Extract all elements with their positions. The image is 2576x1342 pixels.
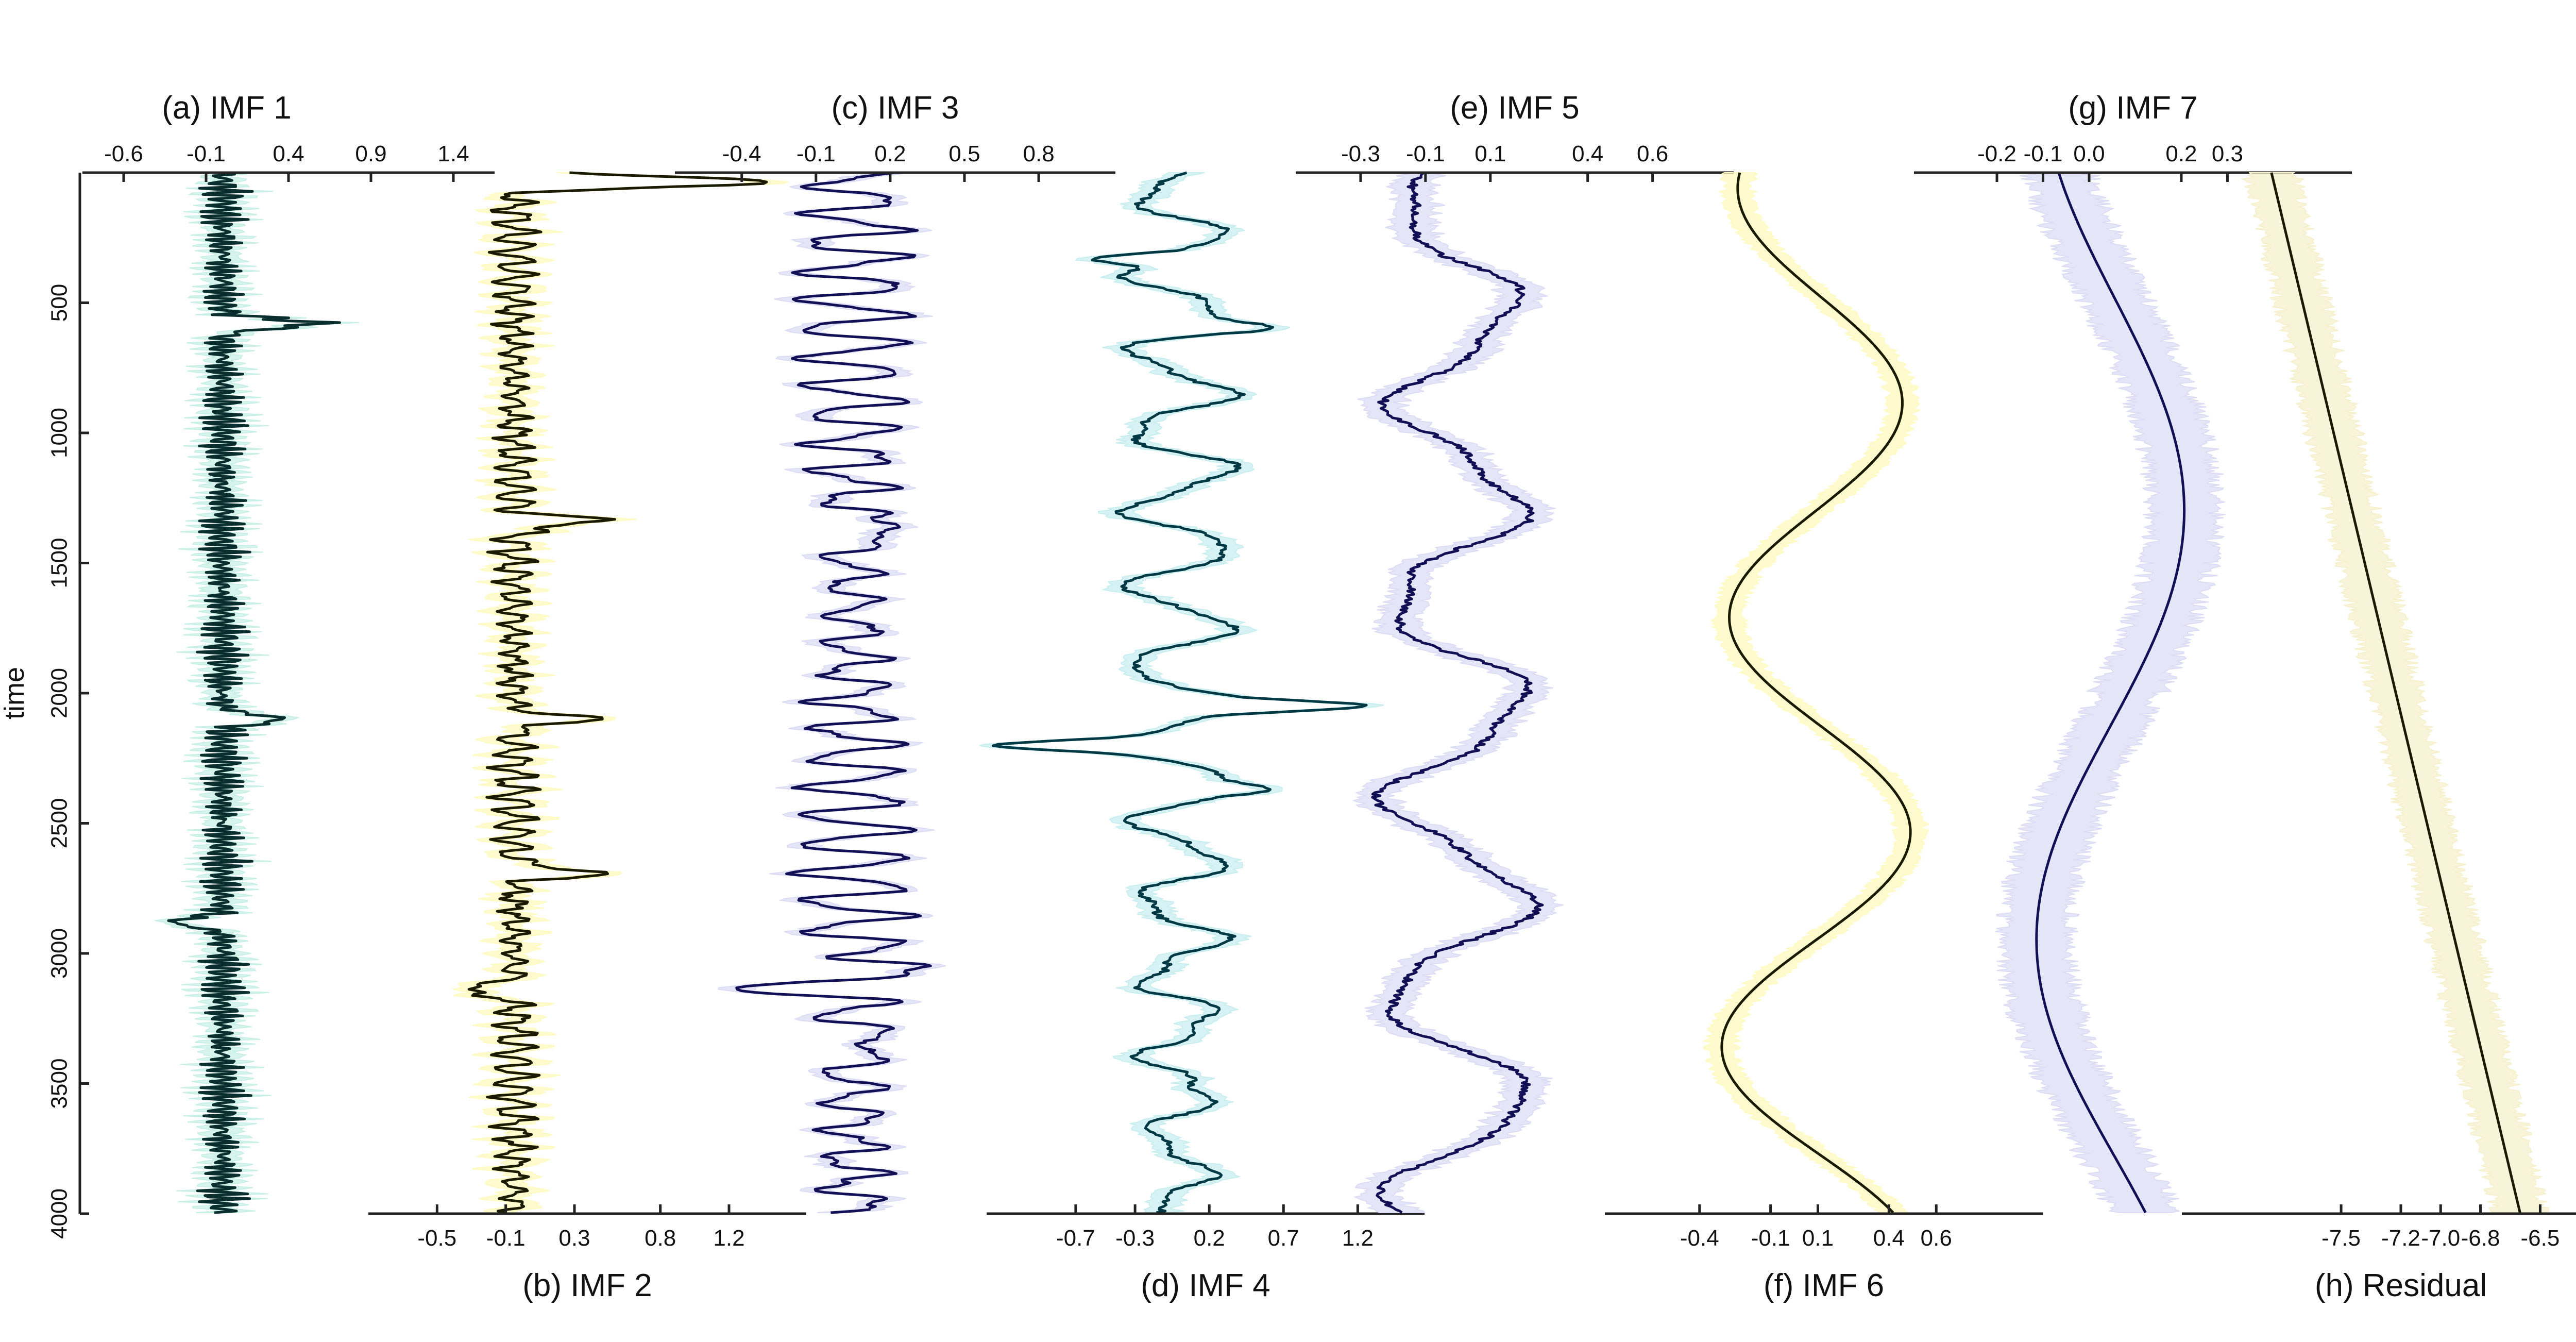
x-tick-label: 0.8 <box>645 1226 676 1251</box>
x-tick-label: 0.4 <box>1873 1226 1905 1251</box>
x-tick-label: 0.3 <box>558 1226 590 1251</box>
y-tick-label: 2000 <box>47 668 72 718</box>
x-tick-label: -0.3 <box>1341 141 1380 166</box>
series-line-4 <box>992 171 1368 1214</box>
x-tick-label: -0.1 <box>486 1226 526 1251</box>
panel-5: -0.3 -0.1 0.1 0.4 0.6 (e) IMF 5 <box>1296 90 1734 1214</box>
panel-title-3: (c) IMF 3 <box>832 90 959 126</box>
series-line-5 <box>1371 171 1544 1214</box>
time-axes: 5001000150020002500300035004000time50010… <box>0 173 89 1239</box>
series-line-2 <box>467 171 768 1214</box>
x-tick-label: -0.4 <box>1680 1226 1719 1251</box>
y-tick-label: 500 <box>47 284 72 322</box>
x-tick-label: -0.2 <box>1977 141 2016 166</box>
x-tick-label: -7.0 <box>2421 1226 2460 1251</box>
y-tick-label: 1000 <box>47 408 72 458</box>
panel-8: -7.5 -7.2 -7.0 -6.8 -6.5 (h) Residual <box>2182 172 2576 1303</box>
x-tick-label: -6.8 <box>2461 1226 2500 1251</box>
left-time-label: time <box>0 667 30 719</box>
panel-3: -0.4 -0.1 0.2 0.5 0.8 (c) IMF 3 <box>675 90 1115 1214</box>
x-tick-label: -0.3 <box>1115 1226 1155 1251</box>
series-line-3 <box>735 171 932 1214</box>
x-tick-label: 0.8 <box>1023 141 1055 166</box>
x-tick-label: 1.2 <box>1342 1226 1374 1251</box>
panel-4: -0.7 -0.3 0.2 0.7 1.2 (d) IMF 4 <box>979 171 1425 1303</box>
panel-1: -0.6 -0.1 0.4 0.9 1.4 (a) IMF 1 <box>82 90 495 1214</box>
x-tick-label: -7.2 <box>2381 1226 2420 1251</box>
series-line-6 <box>1720 172 1912 1214</box>
x-tick-label: 0.9 <box>355 141 386 166</box>
x-tick-label: -0.5 <box>417 1226 456 1251</box>
x-tick-label: 0.1 <box>1802 1226 1834 1251</box>
x-tick-label: 0.3 <box>2212 141 2243 166</box>
y-tick-label: 3500 <box>47 1059 72 1109</box>
x-tick-label: -0.1 <box>187 141 226 166</box>
x-tick-label: 0.2 <box>1194 1226 1225 1251</box>
panel-title-8: (h) Residual <box>2315 1268 2487 1303</box>
panel-title-2: (b) IMF 2 <box>522 1268 652 1303</box>
x-tick-label: -7.5 <box>2321 1226 2361 1251</box>
confidence-band-3 <box>718 172 946 1213</box>
x-tick-label: -0.7 <box>1056 1226 1095 1251</box>
x-tick-label: -0.1 <box>1751 1226 1790 1251</box>
confidence-band-5 <box>1352 172 1564 1213</box>
panel-title-5: (e) IMF 5 <box>1450 90 1579 126</box>
x-tick-label: 0.4 <box>1572 141 1603 166</box>
panel-title-7: (g) IMF 7 <box>2068 90 2197 126</box>
y-tick-label: 3000 <box>47 928 72 979</box>
y-tick-label: 1500 <box>47 538 72 589</box>
x-tick-label: 0.6 <box>1921 1226 1952 1251</box>
x-tick-label: 0.0 <box>2073 141 2105 166</box>
panel-title-4: (d) IMF 4 <box>1141 1268 1270 1303</box>
x-tick-label: -0.4 <box>722 141 761 166</box>
panel-title-6: (f) IMF 6 <box>1764 1268 1884 1303</box>
x-tick-label: -6.5 <box>2521 1226 2560 1251</box>
y-tick-label: 2500 <box>47 798 72 849</box>
x-tick-label: 0.5 <box>948 141 980 166</box>
confidence-band-7 <box>1995 172 2226 1213</box>
confidence-band-4 <box>979 172 1384 1213</box>
x-tick-label: -0.1 <box>2024 141 2063 166</box>
x-tick-label: 0.7 <box>1268 1226 1299 1251</box>
panel-title-1: (a) IMF 1 <box>162 90 291 126</box>
series-line-1 <box>167 171 341 1214</box>
confidence-band-6 <box>1702 172 1930 1213</box>
panel-7: -0.2 -0.1 0.0 0.2 0.3 (g) IMF 7 <box>1914 90 2352 1214</box>
x-tick-label: -0.1 <box>1406 141 1445 166</box>
x-tick-label: -0.1 <box>796 141 836 166</box>
x-tick-label: 0.4 <box>273 141 304 166</box>
series-line-8 <box>2270 172 2521 1213</box>
y-tick-label: 4000 <box>47 1188 72 1239</box>
x-tick-label: -0.6 <box>104 141 143 166</box>
panel-2: -0.5 -0.1 0.3 0.8 1.2 (b) IMF 2 <box>368 171 806 1303</box>
x-tick-label: 0.2 <box>2165 141 2197 166</box>
x-tick-label: 0.2 <box>874 141 906 166</box>
x-tick-label: 0.6 <box>1637 141 1668 166</box>
panels: -0.6 -0.1 0.4 0.9 1.4 (a) IMF 1 -0.5 -0.1 0.3 0.8… <box>82 90 2576 1303</box>
series-line-7 <box>2035 172 2186 1214</box>
x-tick-label: 0.1 <box>1475 141 1506 166</box>
x-tick-label: 1.4 <box>437 141 469 166</box>
x-tick-label: 1.2 <box>713 1226 744 1251</box>
panel-6: -0.4 -0.1 0.1 0.4 0.6 (f) IMF 6 <box>1605 172 2043 1303</box>
